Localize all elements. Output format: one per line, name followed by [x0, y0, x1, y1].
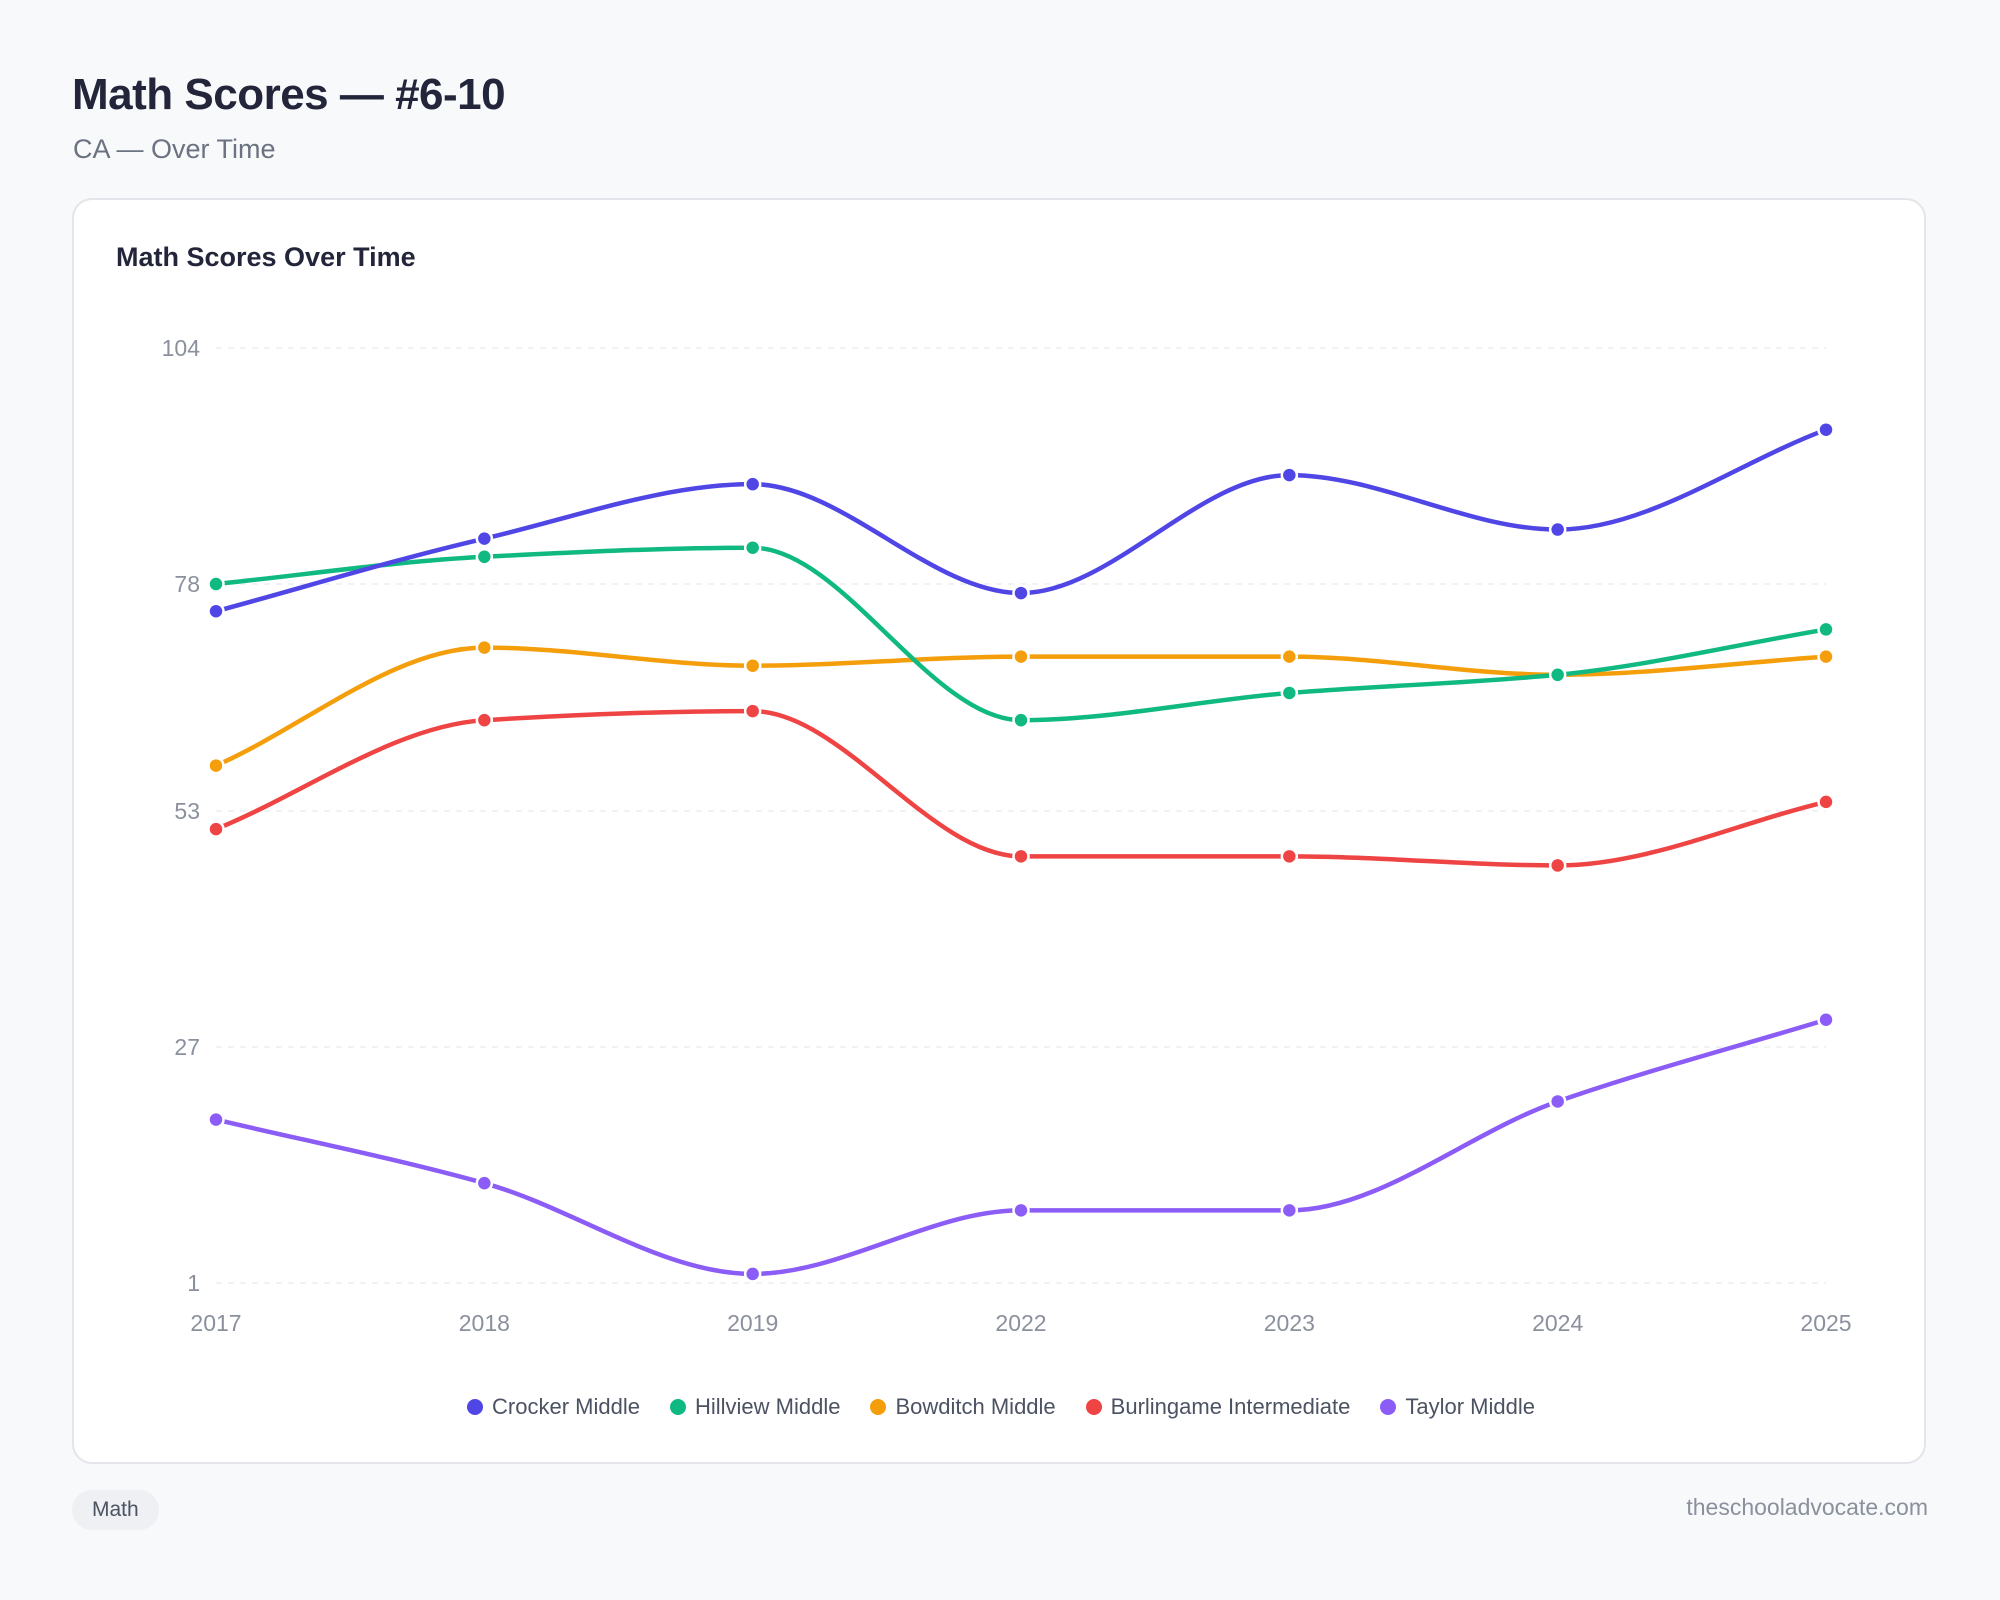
data-point-hillview-middle [475, 548, 494, 566]
data-point-bowditch-middle [207, 756, 225, 775]
series-line-burlingame-intermediate [213, 708, 1829, 868]
data-point-taylor-middle [1280, 1201, 1299, 1220]
series-line-taylor-middle [213, 1017, 1829, 1277]
legend-swatch [467, 1399, 484, 1415]
y-tick-label: 104 [162, 335, 201, 361]
data-point-crocker-middle [475, 529, 494, 548]
data-point-bowditch-middle [1280, 647, 1299, 666]
chart-card: Math Scores Over Time 1 27 53 78 104 2017 2018… [72, 198, 1926, 1464]
data-point-hillview-middle [1012, 711, 1030, 729]
legend-swatch [870, 1399, 887, 1415]
data-point-hillview-middle [1280, 684, 1299, 702]
page-title: Math Scores — #6-10 [72, 70, 506, 119]
data-point-hillview-middle [207, 575, 225, 593]
x-tick-label: 2024 [1532, 1310, 1583, 1336]
legend-item-hillview-middle[interactable]: Hillview Middle [669, 1394, 841, 1420]
data-point-hillview-middle [1548, 666, 1567, 684]
data-point-taylor-middle [475, 1174, 494, 1192]
data-point-hillview-middle [743, 538, 762, 557]
data-point-crocker-middle [1012, 584, 1030, 602]
chart-legend: Crocker Middle Hillview Middle Bowditch Mi… [74, 1394, 1928, 1420]
legend-label: Crocker Middle [492, 1394, 640, 1419]
data-point-bowditch-middle [1817, 647, 1835, 666]
legend-item-bowditch-middle[interactable]: Bowditch Middle [870, 1394, 1056, 1420]
series-line-hillview-middle [213, 545, 1829, 723]
source-link[interactable]: theschooladvocate.com [1686, 1494, 1928, 1520]
legend-label: Burlingame Intermediate [1110, 1394, 1351, 1419]
y-tick-label: 1 [187, 1270, 200, 1296]
legend-label: Bowditch Middle [895, 1394, 1056, 1419]
data-point-crocker-middle [743, 475, 762, 493]
data-point-burlingame-intermediate [1817, 793, 1835, 811]
x-tick-label: 2019 [727, 1310, 778, 1336]
legend-item-burlingame-intermediate[interactable]: Burlingame Intermediate [1085, 1394, 1351, 1420]
data-point-burlingame-intermediate [1280, 847, 1299, 866]
data-point-crocker-middle [1280, 466, 1299, 484]
data-point-hillview-middle [1817, 620, 1835, 639]
y-tick-label: 78 [174, 571, 200, 597]
x-tick-label: 2018 [459, 1310, 510, 1336]
data-point-crocker-middle [1817, 420, 1835, 439]
data-point-bowditch-middle [475, 638, 494, 657]
legend-swatch [669, 1399, 686, 1415]
data-point-burlingame-intermediate [743, 702, 762, 720]
page-subtitle: CA — Over Time [73, 134, 276, 164]
subject-tag[interactable]: Math [72, 1490, 159, 1530]
x-tick-label: 2017 [190, 1310, 241, 1336]
legend-label: Hillview Middle [694, 1394, 841, 1419]
x-tick-label: 2023 [1264, 1310, 1315, 1336]
data-point-taylor-middle [1817, 1010, 1835, 1029]
data-point-bowditch-middle [1012, 647, 1030, 666]
y-tick-label: 53 [174, 798, 200, 824]
line-chart: 1 27 53 78 104 2017 2018 2019 2022 2023 2024 2025 [162, 335, 1852, 1336]
data-point-taylor-middle [207, 1110, 225, 1129]
y-tick-label: 27 [174, 1034, 200, 1060]
legend-item-taylor-middle[interactable]: Taylor Middle [1380, 1394, 1535, 1420]
data-point-bowditch-middle [743, 656, 762, 675]
data-point-taylor-middle [743, 1265, 762, 1283]
data-point-crocker-middle [1548, 520, 1567, 539]
data-point-crocker-middle [207, 602, 225, 621]
legend-swatch [1085, 1399, 1102, 1415]
legend-label: Taylor Middle [1405, 1394, 1535, 1419]
data-point-burlingame-intermediate [1548, 856, 1567, 875]
data-point-burlingame-intermediate [475, 711, 494, 729]
legend-item-crocker-middle[interactable]: Crocker Middle [467, 1394, 640, 1420]
data-point-burlingame-intermediate [207, 820, 225, 838]
legend-swatch [1380, 1399, 1397, 1415]
x-tick-label: 2025 [1800, 1310, 1851, 1336]
chart-title: Math Scores Over Time [116, 242, 416, 272]
data-point-taylor-middle [1548, 1092, 1567, 1111]
data-point-taylor-middle [1012, 1201, 1030, 1220]
data-point-burlingame-intermediate [1012, 847, 1030, 866]
x-tick-label: 2022 [995, 1310, 1046, 1336]
